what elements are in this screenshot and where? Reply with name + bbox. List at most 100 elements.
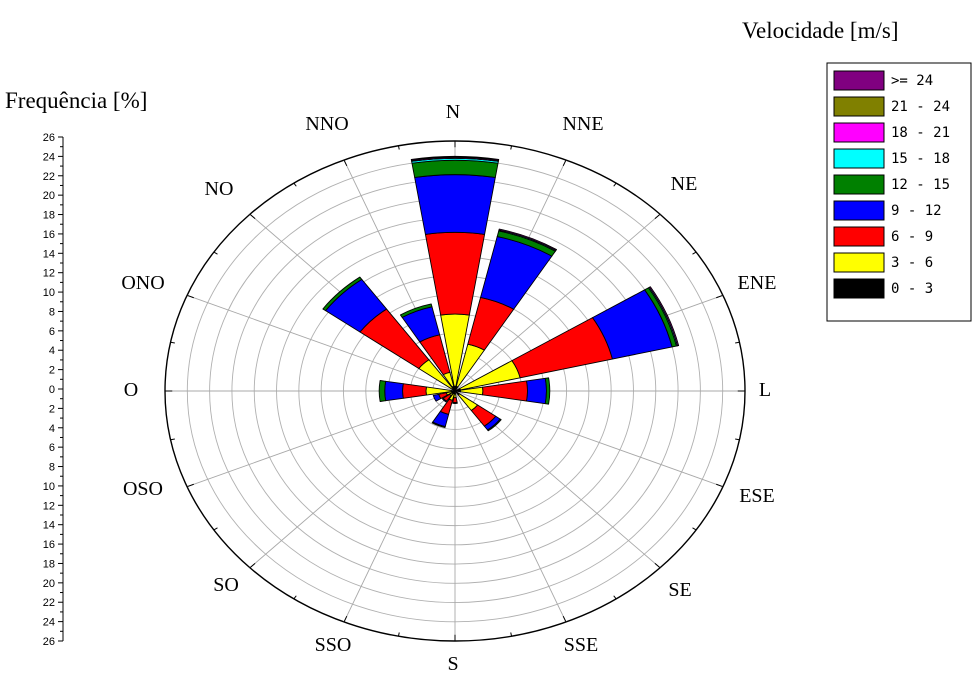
- direction-label-no: NO: [205, 178, 234, 200]
- direction-label-ene: ENE: [738, 272, 777, 294]
- legend-label: 15 - 18: [891, 151, 950, 167]
- wedge-oso-bin-3: [432, 393, 442, 402]
- boundary-tick: [510, 145, 513, 150]
- direction-label-nne: NNE: [562, 113, 603, 135]
- legend-title: Velocidade [m/s]: [742, 18, 898, 43]
- legend-label: 12 - 15: [891, 177, 950, 193]
- legend-label: 0 - 3: [891, 281, 933, 297]
- wedge-n-bin-8: [410, 155, 500, 161]
- direction-label-s: S: [447, 653, 458, 673]
- radial-axis-tick-label: 16: [43, 539, 55, 551]
- radial-axis-tick-label: 20: [43, 578, 55, 590]
- radial-axis-tick-label: 26: [43, 636, 55, 648]
- direction-label-sse: SSE: [564, 634, 598, 656]
- boundary-tick: [613, 182, 617, 187]
- direction-label-se: SE: [668, 579, 691, 601]
- direction-label-l: L: [759, 379, 771, 401]
- radial-axis-tick-label: 2: [49, 403, 55, 415]
- radial-axis-tick-label: 18: [43, 558, 55, 570]
- direction-spoke: [249, 390, 456, 569]
- boundary-tick: [343, 159, 348, 167]
- radial-axis-tick-label: 2: [49, 365, 55, 377]
- direction-label-oso: OSO: [123, 478, 163, 500]
- boundary-tick: [213, 527, 218, 531]
- radial-axis-tick-label: 26: [43, 132, 55, 144]
- boundary-tick: [186, 294, 194, 299]
- direction-spoke: [343, 390, 456, 623]
- legend-swatch: [833, 278, 885, 299]
- legend-label: 6 - 9: [891, 229, 933, 245]
- legend-swatch: [833, 96, 885, 117]
- radial-axis-tick-label: 6: [49, 442, 55, 454]
- radial-axis-tick-label: 14: [43, 520, 55, 532]
- radial-axis-tick-label: 24: [43, 151, 55, 163]
- radial-axis-tick-label: 6: [49, 326, 55, 338]
- direction-spoke: [454, 390, 567, 623]
- direction-label-n: N: [446, 101, 460, 123]
- wedge-ene-bin-6: [648, 286, 680, 347]
- radial-axis-tick-label: 0: [49, 384, 55, 396]
- boundary-tick: [397, 145, 400, 150]
- radial-axis-tick-label: 4: [49, 345, 55, 357]
- radial-axis-tick-label: 18: [43, 210, 55, 222]
- legend-swatch: [833, 122, 885, 143]
- legend-swatch: [833, 200, 885, 221]
- radial-axis-tick-label: 22: [43, 171, 55, 183]
- boundary-tick: [249, 562, 256, 569]
- boundary-tick: [716, 483, 724, 488]
- radial-axis-tick-label: 16: [43, 229, 55, 241]
- boundary-tick: [692, 251, 697, 255]
- legend-swatch: [833, 226, 885, 247]
- boundary-tick: [735, 438, 740, 441]
- wedge-s-bin-2: [452, 397, 458, 403]
- legend-label: >= 24: [891, 73, 933, 89]
- direction-spoke: [186, 294, 456, 392]
- boundary-tick: [716, 294, 724, 299]
- direction-label-so: SO: [213, 574, 239, 596]
- radial-axis-title: Frequência [%]: [5, 88, 147, 113]
- wedge-o-bin-4: [378, 380, 387, 402]
- legend-swatch: [833, 70, 885, 91]
- boundary-tick: [343, 615, 348, 623]
- wedge-nno-bin-4: [399, 303, 433, 318]
- boundary-tick: [735, 341, 740, 344]
- legend-label: 3 - 6: [891, 255, 933, 271]
- boundary-tick: [186, 483, 194, 488]
- direction-spoke: [454, 390, 724, 488]
- direction-label-ne: NE: [671, 173, 698, 195]
- direction-label-o: O: [124, 379, 138, 401]
- boundary-tick: [213, 251, 218, 255]
- wedge-s-bin-3: [452, 401, 458, 404]
- legend-label: 18 - 21: [891, 125, 950, 141]
- legend-swatch: [833, 252, 885, 273]
- direction-spoke: [186, 390, 456, 488]
- wedge-n-bin-3: [414, 174, 496, 235]
- wedge-l-bin-4: [544, 377, 551, 405]
- wedge-o-bin-3: [384, 380, 404, 402]
- boundary-tick: [510, 632, 513, 637]
- radial-axis-tick-label: 4: [49, 423, 55, 435]
- boundary-tick: [562, 159, 567, 167]
- direction-label-sso: SSO: [315, 634, 352, 656]
- direction-label-ono: ONO: [121, 272, 164, 294]
- radial-axis-tick-label: 22: [43, 597, 55, 609]
- wedge-no-bin-4: [322, 276, 363, 312]
- wedge-se-bin-4: [487, 418, 502, 432]
- radial-axis-tick-label: 8: [49, 306, 55, 318]
- radial-axis-tick-label: 12: [43, 268, 55, 280]
- boundary-tick: [170, 438, 175, 441]
- legend-label: 21 - 24: [891, 99, 950, 115]
- boundary-tick: [293, 595, 297, 600]
- wedge-so-bin-3: [441, 397, 447, 403]
- wedge-l-bin-3: [526, 377, 547, 405]
- radial-axis-tick-label: 10: [43, 481, 55, 493]
- radial-axis-tick-label: 24: [43, 617, 55, 629]
- legend-swatch: [833, 174, 885, 195]
- radial-axis-tick-label: 10: [43, 287, 55, 299]
- legend-swatch: [833, 148, 885, 169]
- boundary-tick: [692, 527, 697, 531]
- boundary-tick: [562, 615, 567, 623]
- radial-axis-tick-label: 8: [49, 462, 55, 474]
- boundary-tick: [293, 182, 297, 187]
